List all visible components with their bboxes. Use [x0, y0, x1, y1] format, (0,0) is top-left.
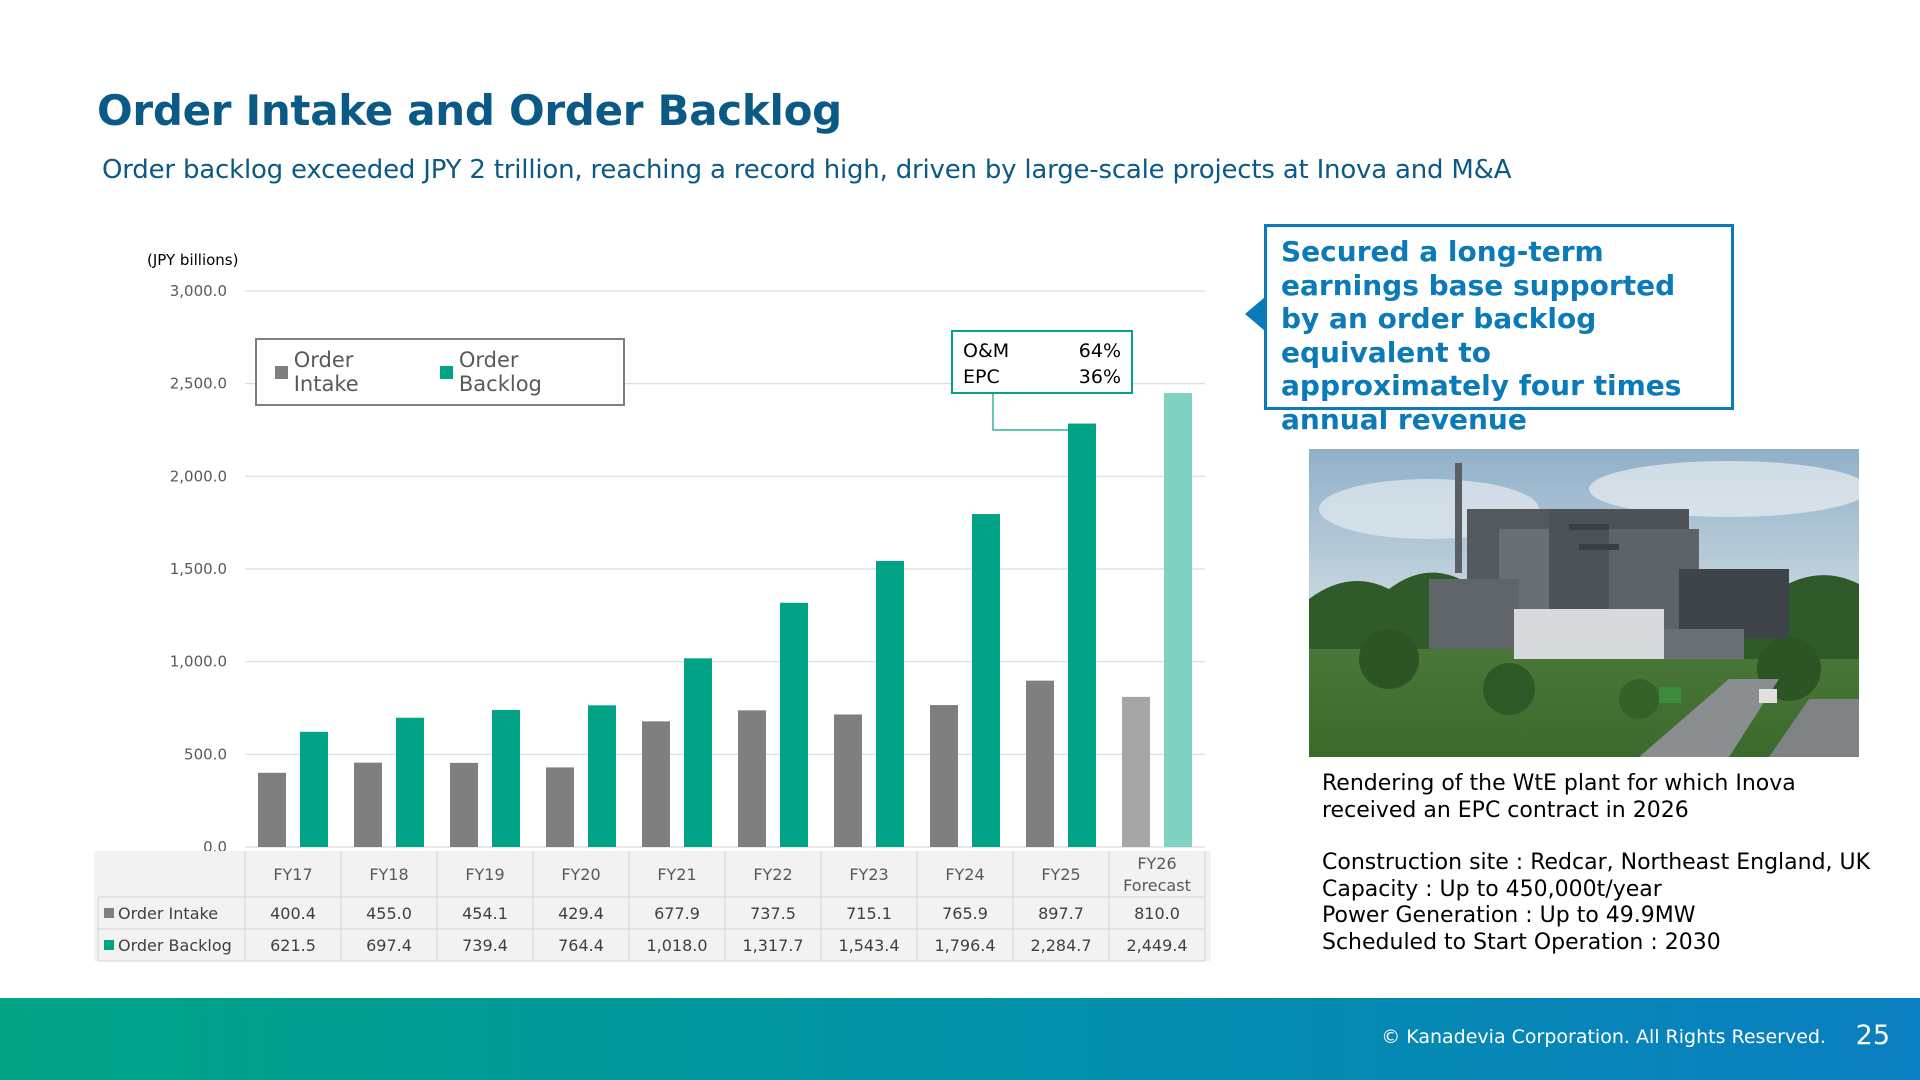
data-table-background — [94, 851, 1211, 961]
bar-order-backlog — [972, 514, 1000, 847]
caption-spacer — [1322, 824, 1882, 850]
caption-description: Rendering of the WtE plant for which Ino… — [1322, 771, 1796, 823]
bar-order-intake — [834, 714, 862, 847]
data-label: 764.4 — [558, 936, 604, 955]
chart-unit-label: (JPY billions) — [147, 251, 239, 269]
page-title: Order Intake and Order Backlog — [97, 86, 842, 135]
breakdown-value-epc: 36% — [1078, 366, 1121, 388]
breakdown-connector-line — [992, 394, 1070, 431]
data-label: 765.9 — [942, 904, 988, 923]
bar-order-backlog — [492, 709, 520, 847]
data-label: 454.1 — [462, 904, 508, 923]
legend-item-order-intake: Order Intake — [275, 348, 422, 396]
table-series-name: Order Backlog — [118, 936, 232, 955]
x-tick-label: FY20 — [561, 865, 600, 884]
bar-order-intake — [738, 710, 766, 847]
breakdown-value-om: 64% — [1078, 340, 1121, 362]
data-label: 810.0 — [1134, 904, 1180, 923]
x-tick-label: FY24 — [945, 865, 984, 884]
breakdown-row-epc: EPC 36% — [963, 364, 1121, 390]
order-chart: 0.0 500.0 1,000.0 1,500.0 2,000.0 2,500.0 3,00… — [88, 245, 1228, 965]
bar-order-backlog — [396, 717, 424, 847]
y-tick-label: 500.0 — [184, 745, 227, 763]
bar-order-intake — [930, 705, 958, 847]
data-label: 2,449.4 — [1126, 936, 1187, 955]
bar-order-backlog — [780, 602, 808, 847]
breakdown-row-om: O&M 64% — [963, 338, 1121, 364]
y-tick-label: 1,000.0 — [170, 653, 227, 671]
callout-arrow-icon — [1245, 297, 1265, 331]
breakdown-label-om: O&M — [963, 340, 1010, 362]
bar-order-backlog — [1164, 393, 1192, 847]
data-label: 455.0 — [366, 904, 412, 923]
x-tick-label: FY21 — [657, 865, 696, 884]
x-tick-label: FY26 — [1137, 854, 1176, 873]
table-series-swatch — [104, 940, 114, 950]
bar-order-backlog — [876, 560, 904, 847]
data-label: 400.4 — [270, 904, 316, 923]
data-label: 715.1 — [846, 904, 892, 923]
breakdown-label-epc: EPC — [963, 366, 1000, 388]
data-label: 897.7 — [1038, 904, 1084, 923]
data-label: 621.5 — [270, 936, 316, 955]
bar-order-backlog — [588, 705, 616, 847]
chart-legend: Order Intake Order Backlog — [255, 338, 625, 406]
legend-label-intake: Order Intake — [293, 348, 359, 396]
page-number: 25 — [1855, 1020, 1890, 1051]
y-tick-label: 2,500.0 — [170, 375, 227, 393]
callout-box: Secured a long-term earnings base suppor… — [1264, 224, 1734, 436]
bar-order-intake — [450, 762, 478, 847]
page-subtitle: Order backlog exceeded JPY 2 trillion, r… — [102, 155, 1512, 185]
bar-order-intake — [1122, 696, 1150, 847]
caption-site: Construction site : Redcar, Northeast En… — [1322, 850, 1871, 875]
bar-order-intake — [354, 762, 382, 847]
caption-schedule: Scheduled to Start Operation : 2030 — [1322, 929, 1721, 955]
order-chart-svg: 0.0500.01,000.01,500.02,000.02,500.03,00… — [94, 282, 1211, 962]
footer-bar: © Kanadevia Corporation. All Rights Rese… — [0, 998, 1920, 1080]
y-tick-label: 2,000.0 — [170, 467, 227, 485]
x-tick-label: FY18 — [369, 865, 408, 884]
bar-order-backlog — [1068, 423, 1096, 847]
x-tick-label: FY22 — [753, 865, 792, 884]
copyright-text: © Kanadevia Corporation. All Rights Rese… — [1381, 1026, 1826, 1048]
data-label: 677.9 — [654, 904, 700, 923]
backlog-breakdown-box: O&M 64% EPC 36% — [951, 330, 1133, 394]
table-series-swatch — [104, 908, 114, 918]
rendering-caption: Rendering of the WtE plant for which Ino… — [1322, 771, 1882, 956]
bar-order-intake — [258, 772, 286, 847]
legend-swatch-intake — [275, 365, 288, 379]
bar-order-backlog — [684, 658, 712, 847]
caption-capacity: Capacity : Up to 450,000t/year — [1322, 876, 1662, 902]
caption-power: Power Generation : Up to 49.9MW — [1322, 903, 1696, 928]
data-label: 1,317.7 — [742, 936, 803, 955]
x-tick-label: FY17 — [273, 865, 312, 884]
legend-swatch-backlog — [440, 365, 453, 379]
plant-rendering-illustration — [1309, 449, 1859, 757]
legend-item-order-backlog: Order Backlog — [440, 348, 605, 396]
bar-order-intake — [642, 721, 670, 847]
x-tick-label: FY23 — [849, 865, 888, 884]
data-label: 739.4 — [462, 936, 508, 955]
bar-order-backlog — [300, 731, 328, 847]
data-label: 1,796.4 — [934, 936, 995, 955]
data-label: 1,018.0 — [646, 936, 707, 955]
y-tick-label: 1,500.0 — [170, 560, 227, 578]
table-series-name: Order Intake — [118, 904, 218, 923]
data-label: 2,284.7 — [1030, 936, 1091, 955]
x-tick-label: FY19 — [465, 865, 504, 884]
bar-order-intake — [546, 767, 574, 847]
data-label: 737.5 — [750, 904, 796, 923]
x-tick-label: Forecast — [1123, 876, 1191, 895]
data-label: 1,543.4 — [838, 936, 899, 955]
legend-label-backlog: Order Backlog — [458, 348, 542, 396]
data-label: 697.4 — [366, 936, 412, 955]
y-tick-label: 3,000.0 — [170, 282, 227, 300]
bar-order-intake — [1026, 680, 1054, 847]
x-tick-label: FY25 — [1041, 865, 1080, 884]
data-label: 429.4 — [558, 904, 604, 923]
plant-rendering-image — [1309, 449, 1859, 757]
